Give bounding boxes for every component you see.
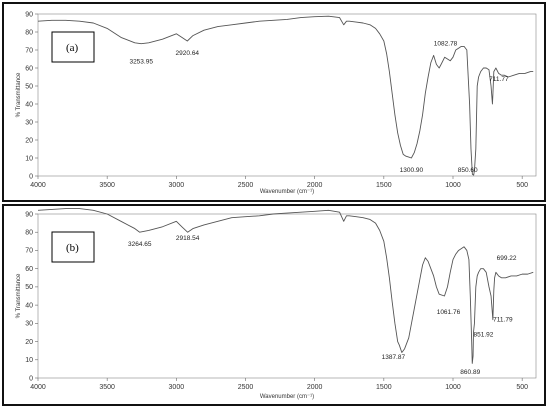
- panel-label: (a): [66, 42, 79, 54]
- y-tick-label: 30: [25, 321, 33, 328]
- peak-label: 3253.95: [129, 59, 153, 66]
- x-tick-label: 4000: [30, 182, 46, 189]
- x-tick-label: 3500: [99, 182, 115, 189]
- y-tick-label: 0: [29, 173, 33, 180]
- y-tick-label: 10: [25, 357, 33, 364]
- panel-label-box: [51, 31, 95, 63]
- x-tick-label: 4000: [30, 384, 46, 391]
- plot-area-frame: [37, 13, 537, 177]
- x-axis-title: Wavenumber (cm⁻¹): [260, 189, 314, 195]
- y-tick-label: 90: [25, 211, 33, 218]
- chart-panel-b: (b) 4000 3500 3000 2500 2000 1500 1000 500 0 10 2…: [2, 204, 546, 406]
- y-tick-label: 60: [25, 65, 33, 72]
- x-axis-title: Wavenumber (cm⁻¹): [260, 394, 314, 400]
- chart-panel-a: (a) 4000 3500 3000 2500 2000 1500 1000 500 0 10 2…: [2, 2, 546, 202]
- y-tick-label: 10: [25, 155, 33, 162]
- y-tick-label: 70: [25, 47, 33, 54]
- peak-label: 1387.87: [382, 354, 406, 361]
- x-tick-label: 1000: [445, 182, 461, 189]
- y-tick-label: 80: [25, 230, 33, 237]
- x-tick-label: 3000: [169, 384, 185, 391]
- peak-label: 711.77: [489, 76, 509, 83]
- ir-spectrum-chart-a: (a) 4000 3500 3000 2500 2000 1500 1000 500 0 10 2…: [16, 11, 537, 195]
- y-tick-label: 50: [25, 284, 33, 291]
- y-tick-label: 0: [29, 375, 33, 382]
- y-tick-label: 20: [25, 339, 33, 346]
- x-tick-label: 500: [516, 384, 528, 391]
- panel-label-box: [51, 231, 95, 263]
- peak-label: 699.22: [497, 255, 517, 262]
- spectrum-line: [37, 208, 534, 364]
- plot-area-frame: [37, 213, 537, 379]
- peak-label: 1082.78: [434, 41, 458, 48]
- y-tick-label: 60: [25, 266, 33, 273]
- peak-label: 2920.64: [176, 50, 200, 57]
- y-tick-label: 20: [25, 137, 33, 144]
- y-tick-label: 70: [25, 248, 33, 255]
- peak-label: 1300.90: [400, 167, 424, 174]
- peak-label: 851.92: [474, 331, 494, 338]
- y-tick-label: 40: [25, 101, 33, 108]
- x-tick-label: 1500: [376, 182, 392, 189]
- ir-spectrum-chart-b: (b) 4000 3500 3000 2500 2000 1500 1000 500 0 10 2…: [16, 208, 537, 400]
- peak-label: 860.89: [460, 369, 480, 376]
- x-tick-label: 3000: [169, 182, 185, 189]
- x-tick-label: 2500: [238, 384, 254, 391]
- x-tick-label: 2000: [307, 182, 323, 189]
- x-tick-label: 3500: [99, 384, 115, 391]
- spectrum-line: [37, 15, 534, 176]
- y-tick-label: 90: [25, 11, 33, 18]
- y-tick-label: 30: [25, 119, 33, 126]
- peak-label: 1061.76: [437, 309, 461, 316]
- y-tick-label: 40: [25, 302, 33, 309]
- y-tick-label: 80: [25, 29, 33, 36]
- y-axis-title: % Transmittance: [16, 273, 22, 318]
- y-axis-title: % Transmittance: [16, 72, 22, 117]
- peak-label: 711.79: [493, 317, 513, 324]
- peak-label: 2918.54: [176, 235, 200, 242]
- x-tick-label: 1000: [445, 384, 461, 391]
- x-tick-label: 1500: [376, 384, 392, 391]
- peak-label: 850.60: [458, 167, 478, 174]
- x-tick-label: 2000: [307, 384, 323, 391]
- peak-label: 3264.65: [128, 241, 152, 248]
- y-tick-label: 50: [25, 83, 33, 90]
- panel-label: (b): [66, 242, 79, 254]
- x-tick-label: 2500: [238, 182, 254, 189]
- x-tick-label: 500: [516, 182, 528, 189]
